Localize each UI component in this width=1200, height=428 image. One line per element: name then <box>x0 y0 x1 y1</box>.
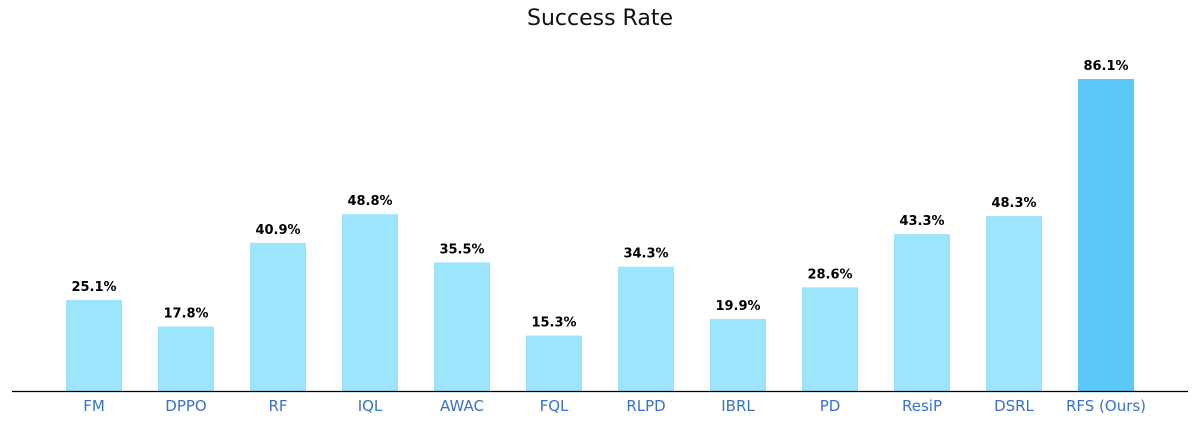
chart-title: Success Rate <box>527 6 673 31</box>
value-label: 19.9% <box>715 299 760 314</box>
x-tick-label: DPPO <box>165 397 206 415</box>
value-label: 48.3% <box>991 196 1036 211</box>
value-label: 25.1% <box>71 280 116 295</box>
value-label: 28.6% <box>807 267 852 282</box>
bar-ibrl <box>710 318 766 391</box>
bar-rf <box>250 242 306 391</box>
value-label: 86.1% <box>1083 59 1128 74</box>
bar-fql <box>526 335 582 391</box>
x-tick-label: FQL <box>540 397 569 415</box>
value-label: 15.3% <box>531 316 576 331</box>
value-label: 43.3% <box>899 214 944 229</box>
bar-pd <box>802 287 858 391</box>
value-label: 48.8% <box>347 194 392 209</box>
value-label: 34.3% <box>623 247 668 262</box>
bar-resip <box>894 234 950 391</box>
bar-awac <box>434 262 490 391</box>
x-tick-label: PD <box>820 397 841 415</box>
bar-iql <box>342 214 398 391</box>
x-tick-label: RLPD <box>626 397 665 415</box>
bar-rlpd <box>618 266 674 391</box>
x-tick-label: ResiP <box>902 397 942 415</box>
x-tick-label: IBRL <box>721 397 755 415</box>
x-tick-label: RF <box>268 397 287 415</box>
x-tick-label: RFS (Ours) <box>1066 397 1146 415</box>
bar-dsrl <box>986 215 1042 391</box>
bars-layer <box>66 79 1134 391</box>
bar-fm <box>66 300 122 391</box>
x-tick-label: IQL <box>358 397 383 415</box>
value-label: 17.8% <box>163 306 208 321</box>
x-tick-label: AWAC <box>440 397 484 415</box>
value-label: 35.5% <box>439 242 484 257</box>
tick-labels-layer: FM DPPO RF IQL AWAC FQL RLPD IBRL PD ResiP DSRL RFS… <box>83 397 1146 415</box>
value-labels-layer: 25.1% 17.8% 40.9% 48.8% 35.5% 15.3% 34.3% 19.9%… <box>71 59 1128 331</box>
bar-dppo <box>158 326 214 391</box>
value-label: 40.9% <box>255 223 300 238</box>
x-tick-label: FM <box>83 397 105 415</box>
bar-rfs-ours <box>1078 79 1134 391</box>
x-tick-label: DSRL <box>994 397 1034 415</box>
